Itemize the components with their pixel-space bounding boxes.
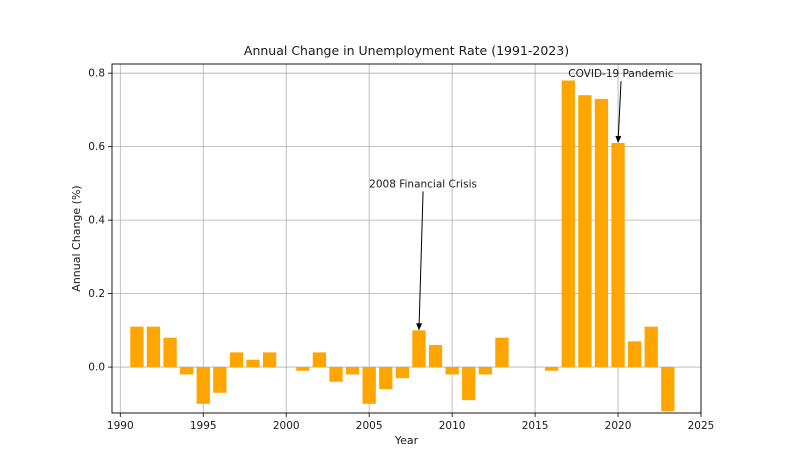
bar-1997 <box>229 352 244 368</box>
bar-2007 <box>395 367 409 379</box>
bar-2023 <box>661 367 675 412</box>
x-tick-label: 2005 <box>356 420 383 432</box>
bar-2008 <box>412 330 426 368</box>
annotation-label: 2008 Financial Crisis <box>369 178 477 190</box>
x-axis-label: Year <box>394 434 419 447</box>
x-tick-label: 2025 <box>688 420 715 432</box>
x-tick-label: 2020 <box>605 420 632 432</box>
bar-1995 <box>196 367 210 404</box>
annotation-arrow <box>617 81 622 137</box>
annotation-arrowhead <box>416 323 423 331</box>
bar-2004 <box>345 367 360 375</box>
bar-2006 <box>379 367 393 390</box>
annotations: 2008 Financial Crisis COVID-19 Pandemic <box>369 68 674 331</box>
annotation-label: COVID-19 Pandemic <box>568 68 673 80</box>
annotation-arrowhead <box>615 135 622 143</box>
x-tick-label: 1995 <box>190 420 217 432</box>
bar-2012 <box>478 367 492 375</box>
bar-2016 <box>545 367 559 371</box>
bar-1999 <box>262 352 277 368</box>
y-tick-label: 0.8 <box>88 68 105 80</box>
bar-2009 <box>428 345 443 368</box>
bar-2019 <box>594 98 609 368</box>
x-tick-label: 2000 <box>273 420 300 432</box>
bar-1996 <box>213 367 227 393</box>
bar-2010 <box>445 367 459 375</box>
chart-title: Annual Change in Unemployment Rate (1991… <box>244 43 569 58</box>
y-axis-label: Annual Change (%) <box>70 185 83 291</box>
bar-2001 <box>296 367 310 371</box>
axis-ticks: 1990 1995 2000 2005 2010 2015 2020 2025 0.0 0.2 0.… <box>88 68 714 432</box>
bar-1993 <box>163 337 177 368</box>
bar-2002 <box>312 352 327 368</box>
y-tick-label: 0.6 <box>88 141 105 153</box>
bar-1991 <box>130 326 144 368</box>
bars <box>130 80 675 412</box>
bar-1994 <box>180 367 194 375</box>
bar-2011 <box>462 367 476 401</box>
y-tick-label: 0.4 <box>88 215 105 227</box>
y-tick-label: 0.2 <box>88 288 105 300</box>
bar-2005 <box>362 367 376 404</box>
x-tick-label: 1990 <box>107 420 134 432</box>
bar-2021 <box>627 341 642 368</box>
bar-2003 <box>329 367 343 382</box>
bar-2022 <box>644 326 658 368</box>
bar-2018 <box>578 95 592 368</box>
y-tick-label: 0.0 <box>88 362 105 374</box>
annotation-arrow <box>418 191 424 324</box>
bar-2013 <box>495 337 509 368</box>
bar-2017 <box>561 80 575 368</box>
bar-1992 <box>146 326 161 368</box>
plot-area-frame <box>111 63 702 414</box>
x-tick-label: 2010 <box>439 420 466 432</box>
bar-2020 <box>611 142 625 368</box>
bar-1998 <box>246 359 260 368</box>
x-tick-label: 2015 <box>522 420 549 432</box>
